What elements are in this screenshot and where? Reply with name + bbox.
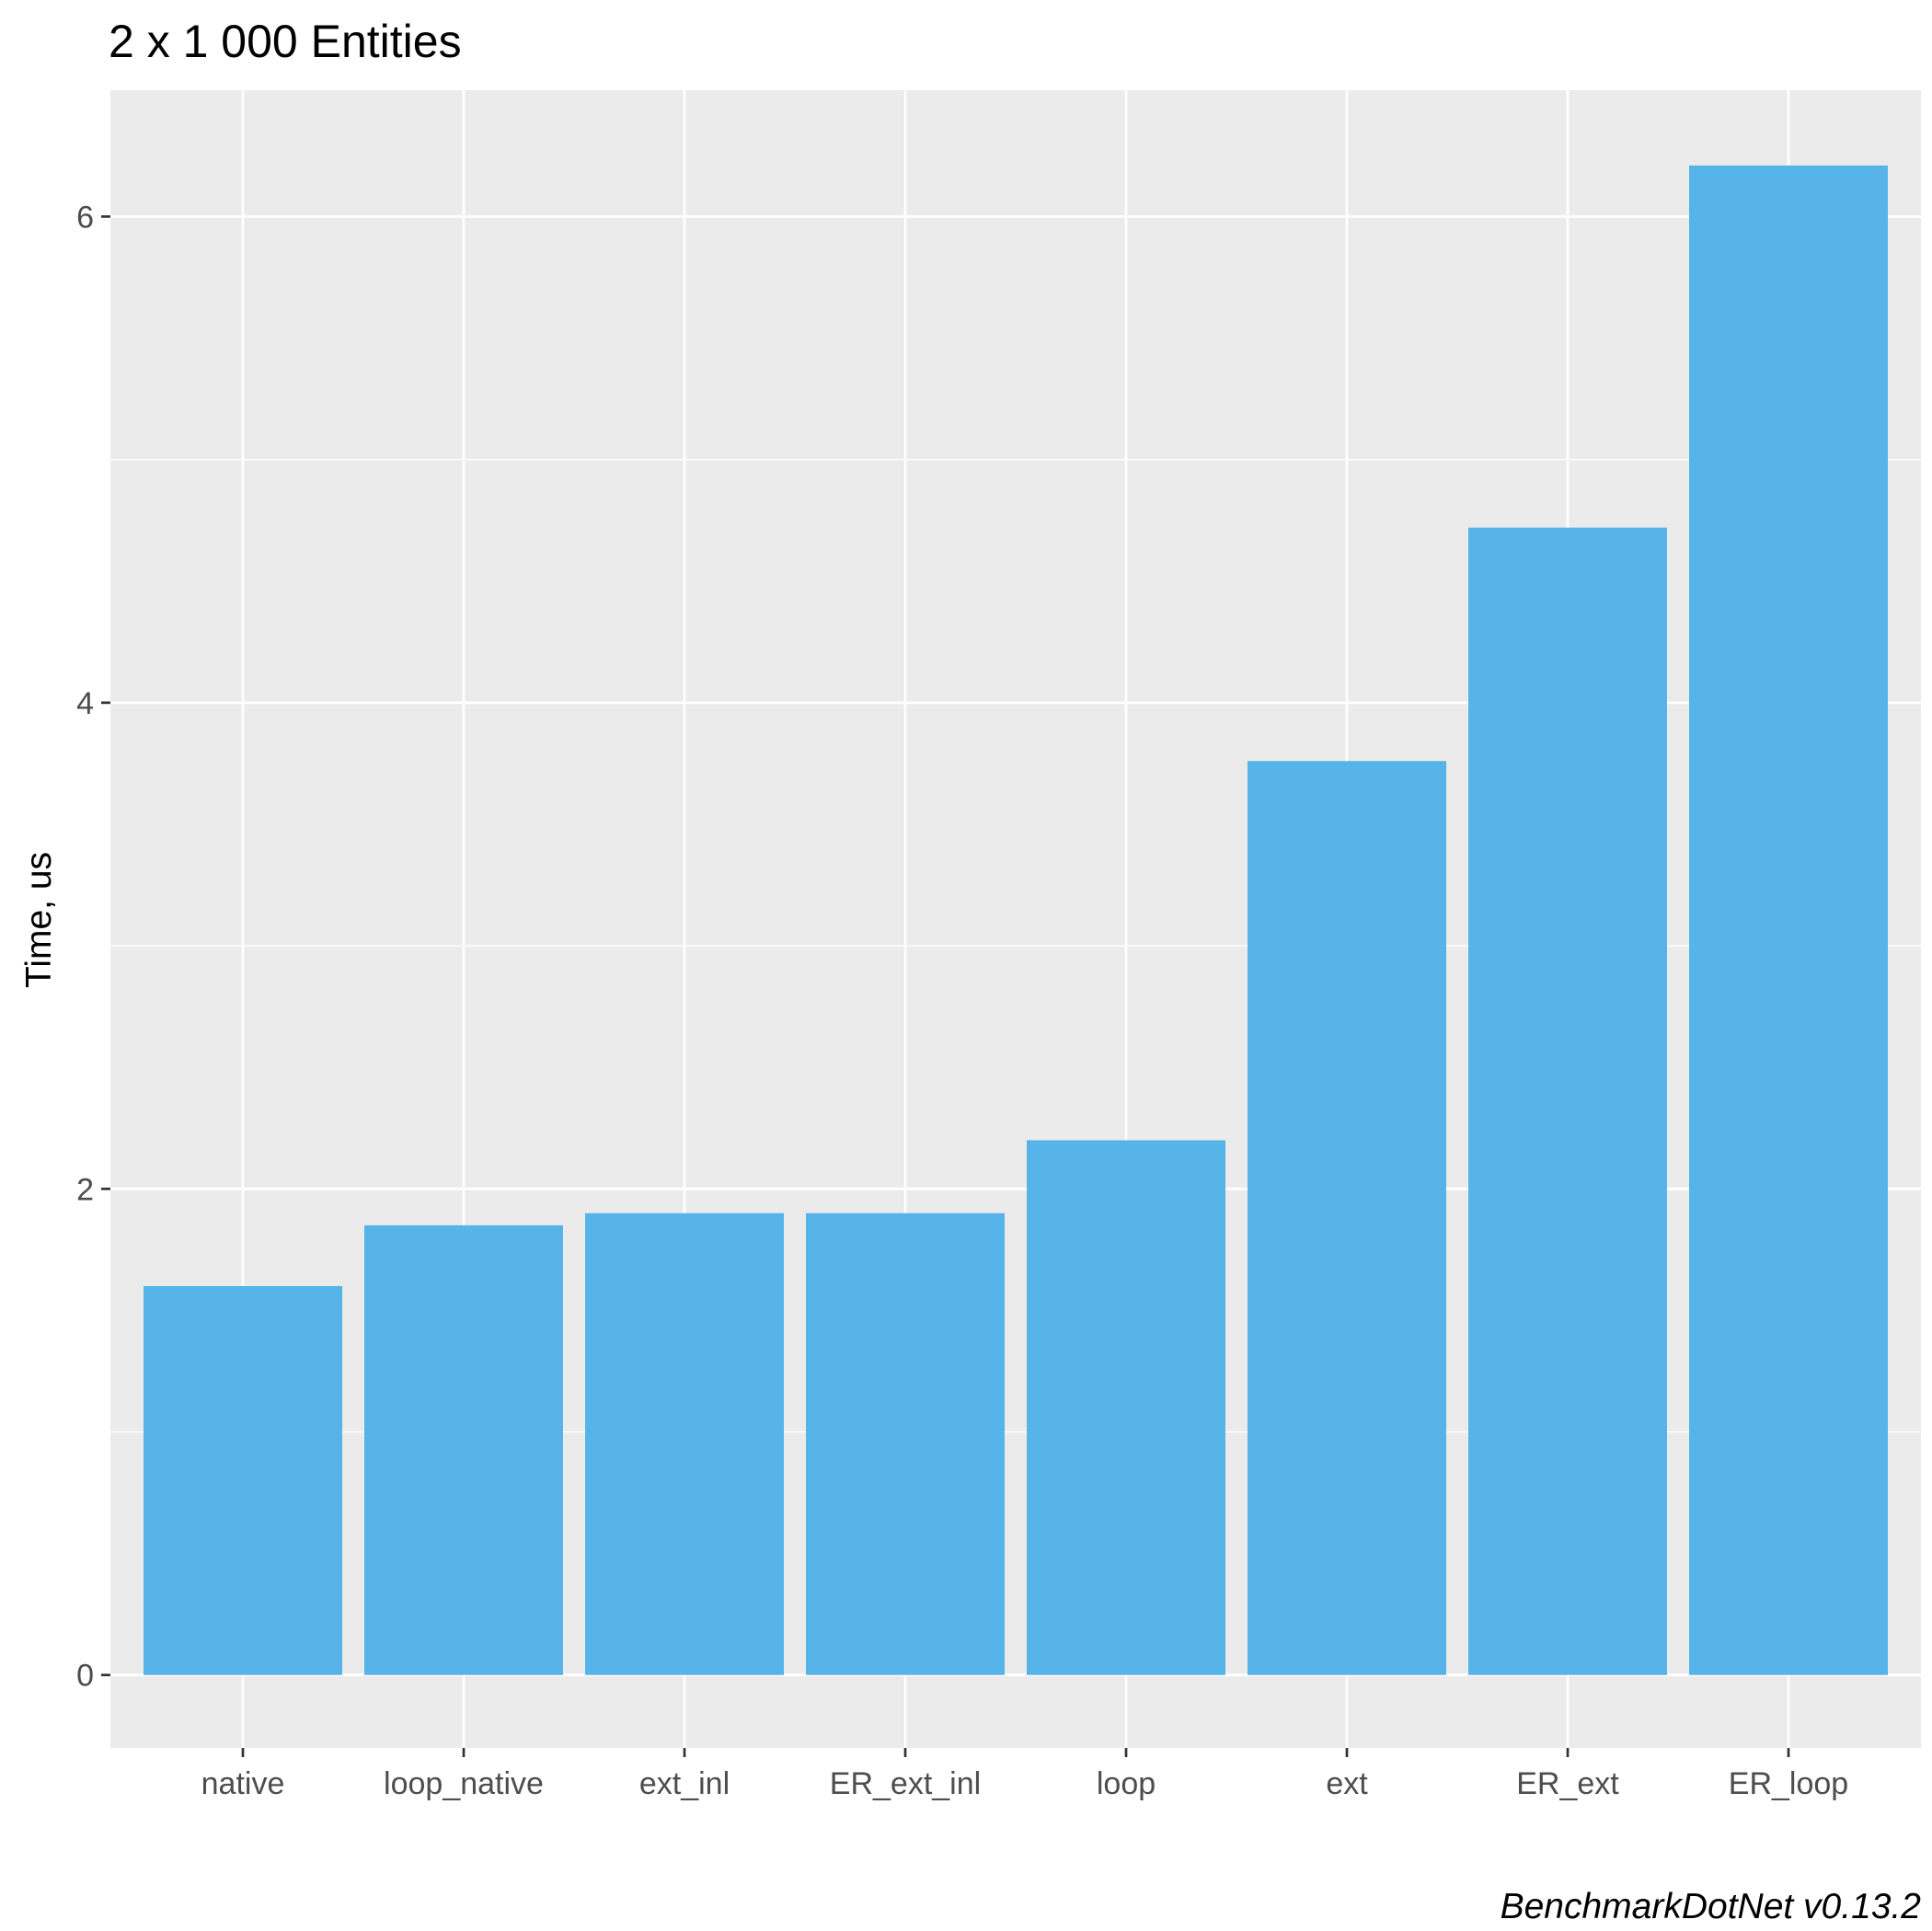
x-tick-label: ER_loop [1729, 1766, 1848, 1801]
x-tick-label: loop [1097, 1766, 1156, 1801]
x-tick-label: native [201, 1766, 285, 1801]
y-axis: 0 2 4 6 [76, 200, 110, 1694]
caption: BenchmarkDotNet v0.13.2 [1501, 1887, 1922, 1926]
x-tick-label: ext_inl [639, 1766, 730, 1801]
y-tick-label: 0 [76, 1659, 94, 1694]
bar-ext [1248, 761, 1446, 1675]
bar-loop [1027, 1140, 1225, 1675]
y-axis-label: Time, us [19, 852, 59, 988]
bar-ER_ext [1468, 527, 1667, 1675]
bar-ext_inl [585, 1213, 784, 1675]
bars [144, 165, 1888, 1675]
y-tick-label: 4 [76, 686, 94, 721]
bar-ER_ext_inl [806, 1213, 1005, 1675]
bar-ER_loop [1689, 165, 1888, 1675]
x-tick-label: loop_native [384, 1766, 544, 1801]
x-tick-label: ext [1326, 1766, 1368, 1801]
x-axis: native loop_native ext_inl ER_ext_inl loop ex… [201, 1748, 1848, 1801]
bar-loop_native [364, 1224, 563, 1675]
x-tick-label: ER_ext [1516, 1766, 1619, 1801]
x-tick-label: ER_ext_inl [830, 1766, 981, 1801]
bar-native [144, 1285, 342, 1675]
y-tick-label: 6 [76, 200, 94, 235]
chart-title: 2 x 1 000 Entities [109, 16, 462, 67]
y-tick-label: 2 [76, 1172, 94, 1207]
